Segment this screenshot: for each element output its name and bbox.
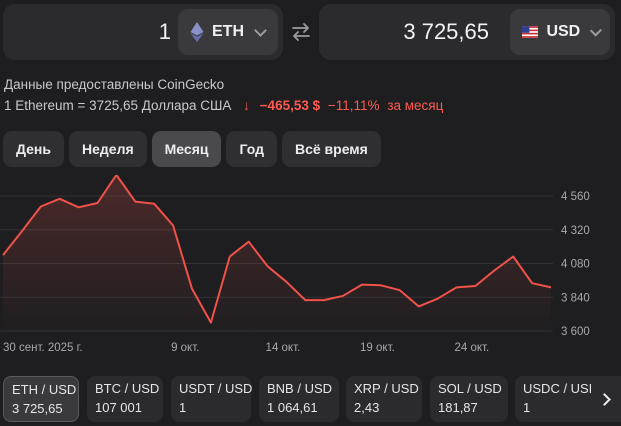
from-amount-box[interactable]: 1 ETH: [3, 4, 283, 60]
tab-day[interactable]: День: [3, 131, 64, 167]
to-currency-code: USD: [546, 23, 581, 40]
pair-value: 2,43: [354, 400, 380, 415]
rate-change-percent: −11,11%: [327, 98, 380, 113]
period-tabs: День Неделя Месяц Год Всё время: [3, 131, 381, 167]
rate-text: 1 Ethereum = 3725,65 Доллара США: [4, 98, 232, 113]
y-tick-label: 4 560: [561, 191, 590, 203]
y-tick-label: 3 600: [561, 326, 590, 338]
arrow-down-icon: ↓: [243, 98, 250, 113]
tab-all-time[interactable]: Всё время: [281, 131, 381, 167]
pair-value: 107 001: [95, 400, 142, 415]
carousel-next-button[interactable]: [591, 376, 621, 422]
to-amount-box[interactable]: 3 725,65 USD: [319, 4, 615, 60]
pair-card[interactable]: USDC / USD 1: [515, 376, 601, 422]
from-amount-input[interactable]: 1: [158, 19, 171, 44]
chevron-down-icon: [590, 24, 603, 36]
x-tick-label: 19 окт.: [360, 342, 395, 354]
pair-value: 1: [179, 400, 187, 415]
tab-month[interactable]: Месяц: [151, 131, 222, 167]
x-tick-label: 14 окт.: [266, 342, 301, 354]
pair-name: USDT / USD: [179, 381, 253, 396]
pair-card[interactable]: XRP / USD 2,43: [346, 376, 422, 422]
x-tick-label: 9 окт.: [171, 342, 199, 354]
pair-card[interactable]: ETH / USD 3 725,65: [3, 376, 79, 422]
pair-value: 181,87: [438, 400, 478, 415]
ethereum-icon: [190, 22, 204, 42]
pair-name: SOL / USD: [438, 381, 502, 396]
pair-card[interactable]: SOL / USD 181,87: [430, 376, 508, 422]
pair-card[interactable]: BTC / USD 107 001: [87, 376, 163, 422]
pair-name: BNB / USD: [267, 381, 333, 396]
pair-name: ETH / USD: [12, 382, 77, 397]
pair-name: USDC / USD: [523, 381, 599, 396]
x-tick-label: 24 окт.: [455, 342, 490, 354]
pair-value: 1 064,61: [267, 400, 318, 415]
to-amount-input[interactable]: 3 725,65: [403, 19, 489, 44]
rate-change-absolute: −465,53 $: [259, 98, 321, 113]
swap-icon[interactable]: [290, 22, 312, 42]
pair-name: BTC / USD: [95, 381, 160, 396]
y-tick-label: 3 840: [561, 292, 590, 304]
chevron-right-icon: [598, 392, 611, 406]
rate-change-period: за месяц: [387, 98, 444, 113]
pair-value: 1: [523, 400, 531, 415]
pair-value: 3 725,65: [12, 401, 63, 416]
pair-name: XRP / USD: [354, 381, 419, 396]
tab-week[interactable]: Неделя: [69, 131, 147, 167]
from-currency-code: ETH: [212, 23, 244, 40]
pair-card[interactable]: BNB / USD 1 064,61: [259, 376, 339, 422]
currency-converter: 1 ETH 3 725,65 USD: [3, 4, 615, 60]
y-tick-label: 4 080: [561, 259, 590, 271]
to-currency-select[interactable]: USD: [510, 9, 610, 55]
rate-summary: 1 Ethereum = 3725,65 Доллара США ↓ −465,…: [4, 98, 443, 113]
price-area: [3, 175, 551, 335]
pairs-carousel: ETH / USD 3 725,65 BTC / USD 107 001 USD…: [3, 376, 621, 422]
x-tick-label: 30 сент. 2025 г.: [3, 342, 83, 354]
y-tick-label: 4 320: [561, 225, 590, 237]
data-source-note: Данные предоставлены CoinGecko: [4, 77, 225, 92]
from-currency-select[interactable]: ETH: [178, 9, 278, 55]
tab-year[interactable]: Год: [226, 131, 277, 167]
price-line: [2, 175, 552, 324]
price-chart[interactable]: 4 560 4 320 4 080 3 840 3 600 30 сент. 2025 …: [0, 175, 621, 360]
pair-card[interactable]: USDT / USD 1: [171, 376, 253, 422]
chevron-down-icon: [254, 23, 267, 37]
us-flag-icon: [522, 26, 539, 38]
